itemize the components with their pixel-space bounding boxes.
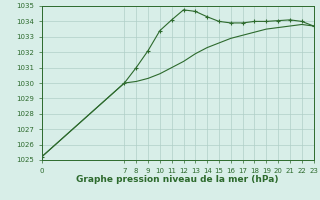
X-axis label: Graphe pression niveau de la mer (hPa): Graphe pression niveau de la mer (hPa) [76,175,279,184]
